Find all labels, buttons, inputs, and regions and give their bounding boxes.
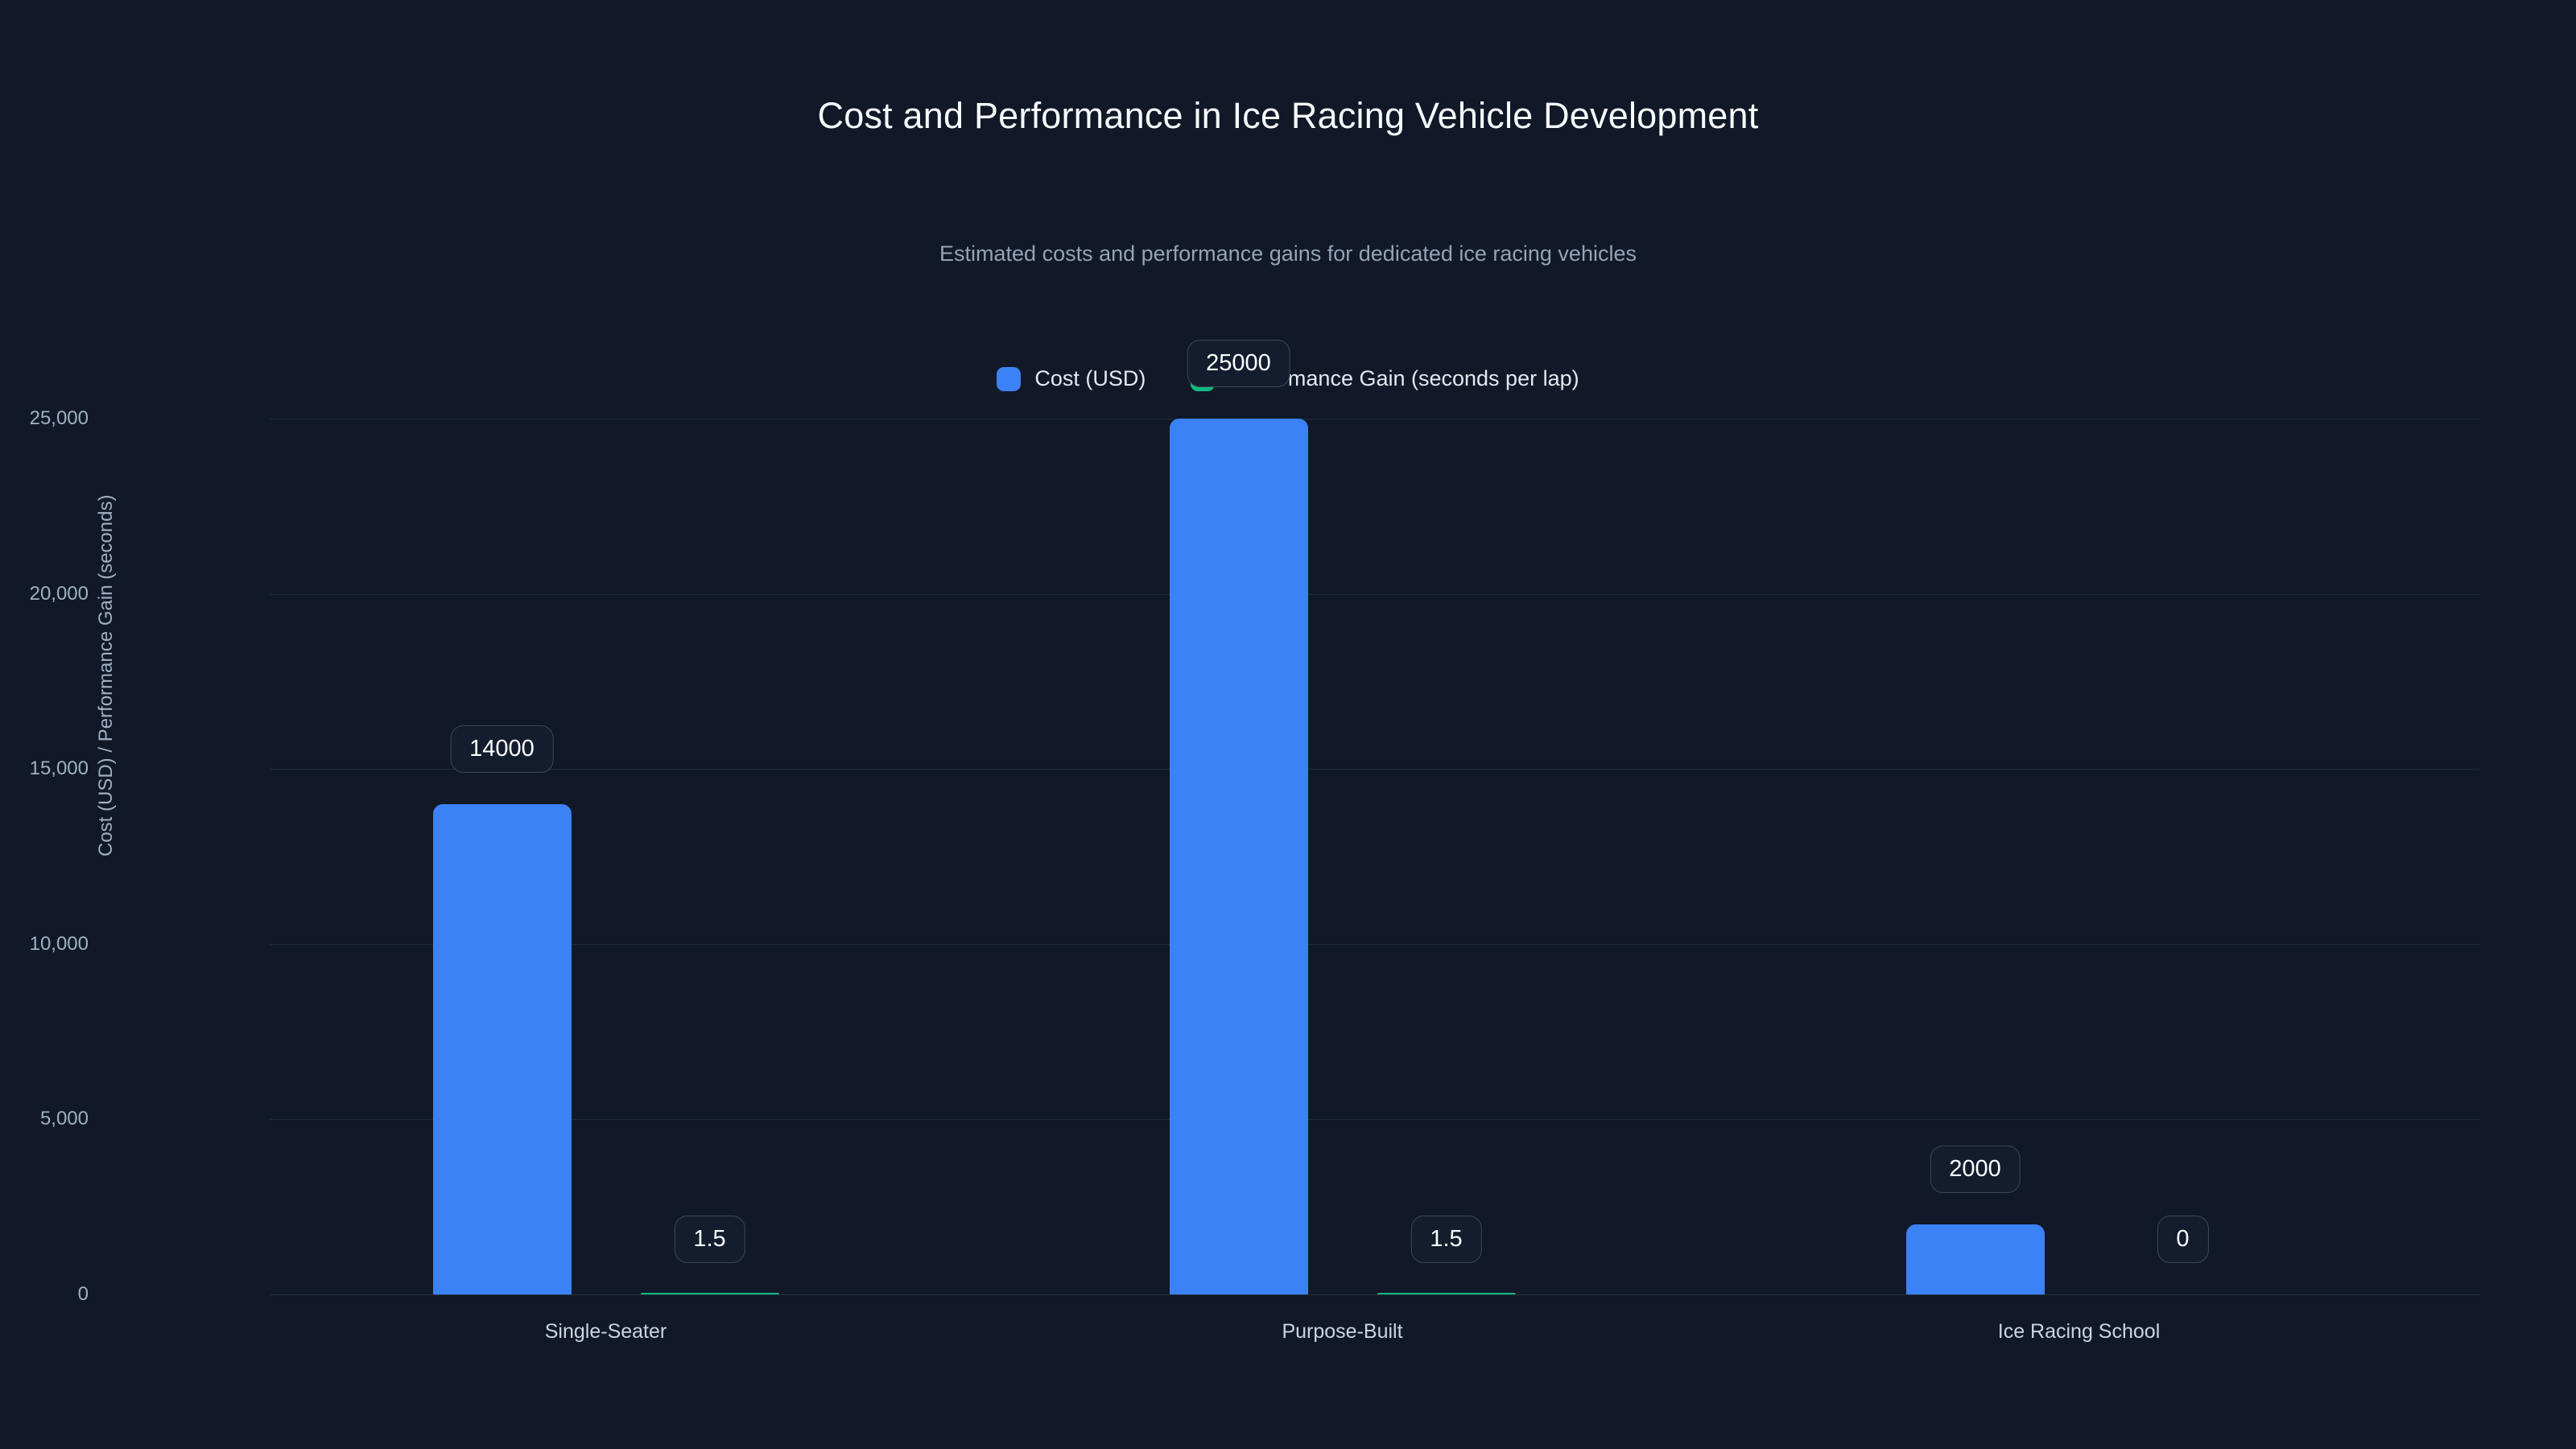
bar-performance-gain[interactable] — [1377, 1293, 1516, 1294]
value-label: 25000 — [1187, 340, 1290, 387]
value-label: 2000 — [1930, 1145, 2021, 1193]
value-label: 0 — [2157, 1216, 2209, 1263]
x-axis-tick-label: Ice Racing School — [1997, 1320, 2161, 1343]
value-label: 1.5 — [1410, 1215, 1482, 1263]
legend-item-cost[interactable]: Cost (USD) — [997, 366, 1146, 391]
y-axis-tick-label: 25,000 — [29, 407, 89, 429]
bar-performance-gain[interactable] — [640, 1293, 779, 1294]
gridline — [270, 1119, 2479, 1121]
y-axis-tick-label: 20,000 — [29, 582, 89, 605]
y-axis-tick-label: 15,000 — [29, 758, 89, 780]
value-label: 1.5 — [674, 1215, 745, 1263]
chart-subtitle: Estimated costs and performance gains fo… — [939, 242, 1637, 266]
gridline — [270, 1294, 2479, 1295]
legend-label-cost: Cost (USD) — [1034, 366, 1146, 390]
y-axis-tick-label: 10,000 — [29, 932, 89, 955]
bar-cost[interactable] — [1169, 419, 1308, 1294]
value-label: 14000 — [450, 724, 554, 773]
y-axis-tick-label: 5,000 — [39, 1108, 89, 1130]
x-axis-tick-label: Purpose-Built — [1282, 1320, 1403, 1343]
bar-cost[interactable] — [1905, 1224, 2045, 1294]
y-axis-title: Cost (USD) / Performance Gain (seconds) — [95, 494, 117, 857]
x-axis-tick-label: Single-Seater — [544, 1320, 667, 1343]
bar-cost[interactable] — [432, 803, 572, 1294]
gridline — [270, 593, 2479, 595]
plot-area — [270, 419, 2479, 1295]
page-title: Cost and Performance in Ice Racing Vehic… — [817, 95, 1759, 136]
legend-swatch-cost — [997, 366, 1022, 391]
gridline — [270, 769, 2479, 770]
y-axis-tick-label: 0 — [77, 1283, 89, 1305]
gridline — [270, 943, 2479, 945]
